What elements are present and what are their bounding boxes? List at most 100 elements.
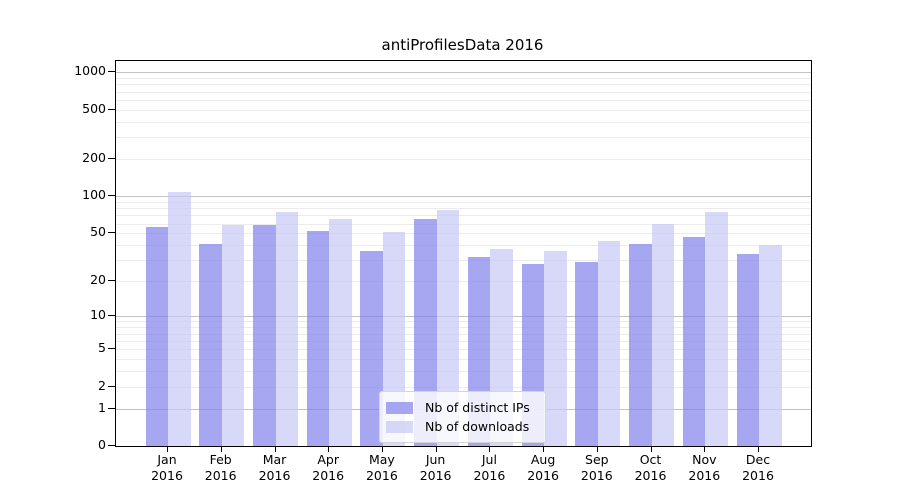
bar-nb-of-downloads-aug [544, 250, 567, 446]
gridline-100 [116, 196, 811, 198]
x-tick-label-apr: Apr 2016 [312, 452, 345, 483]
x-tick-label-jan: Jan 2016 [151, 452, 183, 483]
y-tick-label-20: 20 [90, 272, 106, 288]
legend-swatch-downloads [386, 420, 413, 433]
x-tick-label-dec: Dec 2016 [742, 452, 774, 483]
bar-nb-of-downloads-apr [329, 218, 352, 446]
y-tick-label-2: 2 [98, 377, 106, 393]
gridline-60 [116, 223, 811, 225]
x-tick-label-oct: Oct 2016 [634, 452, 667, 483]
y-tick-label-5: 5 [98, 340, 106, 356]
gridline-10 [116, 316, 811, 318]
y-tick-mark-500 [108, 108, 115, 110]
x-tick-mark-jun [435, 446, 437, 452]
gridline-8 [116, 327, 811, 329]
bar-nb-of-distinct-ips-dec [736, 253, 759, 446]
gridline-7 [116, 333, 811, 335]
bar-nb-of-distinct-ips-mar [253, 224, 276, 446]
bar-nb-of-downloads-mar [275, 212, 298, 446]
gridline-200 [116, 159, 811, 161]
bar-nb-of-downloads-dec [759, 245, 782, 446]
y-tick-mark-200 [108, 158, 115, 160]
legend-row-downloads: Nb of downloads [386, 417, 537, 436]
gridline-90 [116, 202, 811, 203]
bar-nb-of-distinct-ips-apr [306, 231, 330, 446]
y-tick-label-1: 1 [98, 399, 106, 415]
x-tick-label-mar: Mar 2016 [258, 452, 291, 483]
gridline-300 [116, 137, 811, 139]
bar-nb-of-downloads-oct [651, 223, 674, 446]
y-tick-mark-20 [108, 280, 115, 282]
gridline-4 [116, 358, 811, 360]
gridline-40 [116, 245, 811, 247]
x-tick-mark-apr [328, 446, 330, 452]
y-tick-mark-1 [108, 407, 115, 409]
y-tick-mark-5 [108, 348, 115, 350]
legend-label-distinct-ips: Nb of distinct IPs [425, 400, 530, 415]
gridline-50 [116, 233, 811, 235]
bar-nb-of-distinct-ips-oct [629, 243, 652, 446]
gridline-400 [116, 121, 811, 123]
gridline-500 [116, 109, 811, 111]
gridline-70 [116, 215, 811, 217]
x-tick-mark-feb [220, 446, 222, 452]
x-tick-label-sep: Sep 2016 [580, 452, 613, 483]
y-tick-label-500: 500 [82, 100, 106, 116]
gridline-800 [116, 84, 811, 86]
bar-nb-of-downloads-sep [597, 241, 621, 446]
gridline-9 [116, 321, 811, 323]
bar-nb-of-distinct-ips-feb [199, 243, 222, 446]
gridline-5 [116, 349, 811, 351]
bar-nb-of-distinct-ips-jun [414, 218, 437, 446]
bar-nb-of-distinct-ips-sep [575, 262, 598, 446]
x-tick-mark-sep [596, 446, 598, 452]
y-tick-label-1000: 1000 [74, 63, 106, 79]
x-tick-label-may: May 2016 [365, 452, 398, 483]
legend-label-downloads: Nb of downloads [425, 419, 530, 434]
x-tick-label-jul: Jul 2016 [473, 452, 506, 483]
x-tick-mark-nov [704, 446, 706, 452]
y-tick-label-50: 50 [90, 224, 106, 240]
gridline-1000 [116, 72, 811, 74]
gridline-900 [116, 77, 811, 79]
bar-nb-of-distinct-ips-jan [145, 227, 168, 446]
y-tick-mark-1000 [108, 71, 115, 73]
x-tick-label-aug: Aug 2016 [527, 452, 559, 483]
y-tick-mark-0 [108, 445, 115, 446]
bar-nb-of-downloads-nov [705, 212, 728, 446]
gridline-700 [116, 91, 811, 93]
gridline-30 [116, 260, 811, 262]
bar-nb-of-distinct-ips-may [360, 250, 383, 446]
bar-nb-of-downloads-feb [221, 225, 245, 446]
y-tick-mark-50 [108, 232, 115, 234]
y-tick-label-200: 200 [82, 150, 106, 166]
gridline-6 [116, 340, 811, 342]
legend-row-distinct-ips: Nb of distinct IPs [386, 398, 537, 417]
bar-nb-of-distinct-ips-nov [682, 236, 706, 446]
gridline-20 [116, 281, 811, 283]
y-tick-label-10: 10 [90, 307, 106, 323]
x-tick-mark-jul [489, 446, 491, 452]
legend: Nb of distinct IPs Nb of downloads [379, 391, 546, 443]
gridline-3 [116, 371, 811, 372]
plot-area: Nb of distinct IPs Nb of downloads [115, 60, 812, 447]
bar-nb-of-downloads-jan [168, 192, 191, 446]
y-tick-mark-10 [108, 315, 115, 317]
x-tick-mark-oct [650, 446, 652, 452]
x-tick-mark-may [381, 446, 383, 452]
legend-swatch-distinct-ips [386, 401, 413, 414]
x-tick-mark-dec [758, 446, 759, 452]
x-tick-mark-jan [167, 446, 168, 452]
gridline-2 [116, 386, 811, 388]
y-tick-label-100: 100 [82, 187, 106, 203]
y-tick-mark-2 [108, 385, 115, 387]
bar-nb-of-downloads-jun [436, 210, 460, 446]
x-tick-mark-aug [543, 446, 545, 452]
x-tick-mark-mar [274, 446, 276, 452]
gridline-80 [116, 208, 811, 210]
y-tick-label-0: 0 [98, 437, 106, 452]
y-tick-mark-100 [108, 195, 115, 197]
chart-title: antiProfilesData 2016 [381, 36, 544, 54]
gridline-600 [116, 99, 811, 101]
